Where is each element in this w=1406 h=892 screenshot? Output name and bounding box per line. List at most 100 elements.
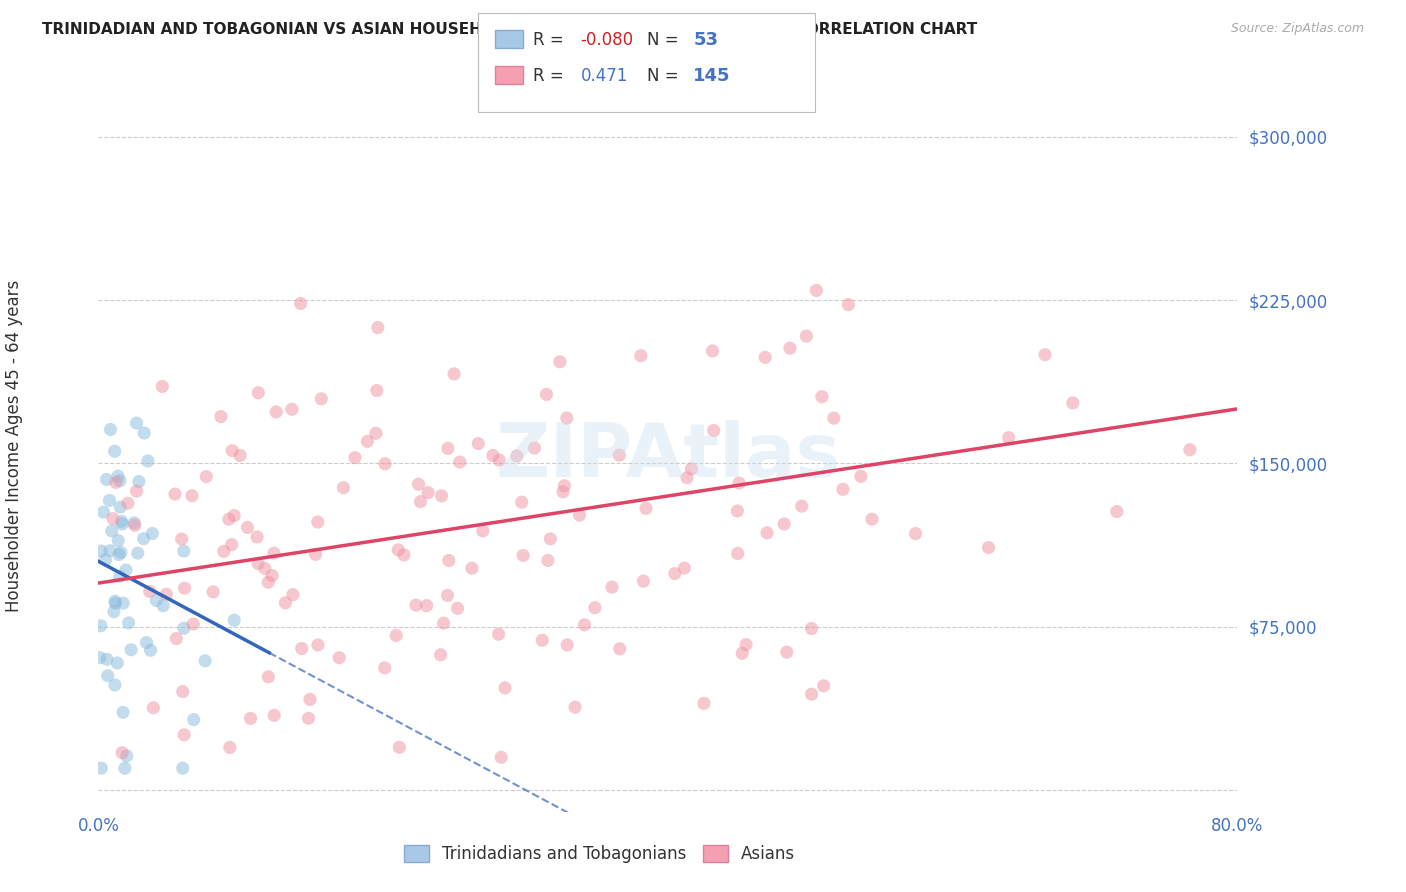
Point bbox=[583, 600, 606, 615]
Point bbox=[142, 700, 165, 714]
Point bbox=[796, 329, 818, 343]
Point bbox=[117, 496, 139, 510]
Point bbox=[290, 296, 312, 310]
Point bbox=[94, 553, 117, 567]
Point bbox=[800, 622, 823, 636]
Point bbox=[101, 524, 124, 538]
Point bbox=[811, 390, 834, 404]
Text: -0.080: -0.080 bbox=[581, 31, 634, 49]
Point bbox=[173, 544, 195, 558]
Point bbox=[93, 505, 115, 519]
Point bbox=[800, 687, 823, 701]
Point bbox=[364, 426, 387, 441]
Point bbox=[392, 548, 415, 562]
Point bbox=[247, 385, 270, 400]
Point bbox=[531, 633, 554, 648]
Point bbox=[332, 481, 354, 495]
Point bbox=[118, 615, 141, 630]
Point bbox=[152, 599, 174, 613]
Text: Householder Income Ages 45 - 64 years: Householder Income Ages 45 - 64 years bbox=[6, 280, 22, 612]
Point bbox=[432, 616, 454, 631]
Point bbox=[1105, 505, 1128, 519]
Point bbox=[96, 473, 118, 487]
Point bbox=[564, 700, 586, 714]
Point bbox=[488, 627, 510, 641]
Point bbox=[128, 475, 150, 489]
Point bbox=[725, 504, 748, 518]
Point bbox=[702, 343, 724, 358]
Point bbox=[135, 635, 157, 649]
Point bbox=[114, 761, 136, 775]
Point bbox=[104, 475, 127, 490]
Point bbox=[165, 632, 187, 646]
Point bbox=[111, 516, 134, 531]
Point bbox=[139, 643, 162, 657]
Text: 0.471: 0.471 bbox=[581, 67, 628, 85]
Point bbox=[416, 485, 439, 500]
Point bbox=[262, 568, 284, 582]
Point bbox=[676, 471, 699, 485]
Point bbox=[209, 409, 232, 424]
Point bbox=[247, 557, 270, 571]
Point bbox=[437, 442, 460, 456]
Point bbox=[735, 638, 758, 652]
Point bbox=[108, 548, 131, 562]
Point bbox=[108, 474, 131, 488]
Point bbox=[311, 392, 333, 406]
Point bbox=[115, 563, 138, 577]
Point bbox=[488, 453, 510, 467]
Point bbox=[246, 530, 269, 544]
Point bbox=[388, 740, 411, 755]
Point bbox=[155, 587, 177, 601]
Text: N =: N = bbox=[647, 67, 683, 85]
Point bbox=[127, 546, 149, 560]
Point bbox=[181, 489, 204, 503]
Point bbox=[536, 387, 558, 401]
Point bbox=[467, 436, 489, 450]
Point bbox=[138, 584, 160, 599]
Point bbox=[430, 489, 453, 503]
Point bbox=[449, 455, 471, 469]
Point bbox=[703, 424, 725, 438]
Point bbox=[281, 588, 304, 602]
Point bbox=[343, 450, 366, 465]
Point bbox=[181, 617, 204, 632]
Point bbox=[548, 355, 571, 369]
Point bbox=[195, 469, 218, 483]
Point bbox=[239, 711, 262, 725]
Point bbox=[776, 645, 799, 659]
Point bbox=[374, 661, 396, 675]
Point bbox=[443, 367, 465, 381]
Point bbox=[997, 431, 1019, 445]
Point bbox=[229, 449, 252, 463]
Point bbox=[832, 483, 855, 497]
Point bbox=[366, 384, 388, 398]
Point bbox=[446, 601, 468, 615]
Text: N =: N = bbox=[647, 31, 683, 49]
Point bbox=[837, 297, 859, 311]
Point bbox=[183, 713, 205, 727]
Point bbox=[634, 501, 657, 516]
Point bbox=[173, 621, 195, 635]
Point bbox=[673, 561, 696, 575]
Point bbox=[132, 532, 155, 546]
Point bbox=[1178, 442, 1201, 457]
Point bbox=[104, 444, 127, 458]
Point bbox=[263, 546, 285, 560]
Point bbox=[555, 411, 578, 425]
Point bbox=[977, 541, 1000, 555]
Point bbox=[408, 477, 430, 491]
Point bbox=[90, 544, 112, 558]
Point bbox=[727, 546, 749, 560]
Point bbox=[779, 341, 801, 355]
Point bbox=[756, 525, 779, 540]
Point bbox=[107, 533, 129, 548]
Point bbox=[307, 515, 329, 529]
Point bbox=[1033, 348, 1056, 362]
Point bbox=[291, 641, 314, 656]
Point bbox=[125, 484, 148, 499]
Point bbox=[297, 711, 319, 725]
Point bbox=[813, 679, 835, 693]
Point bbox=[405, 598, 427, 612]
Point bbox=[264, 405, 287, 419]
